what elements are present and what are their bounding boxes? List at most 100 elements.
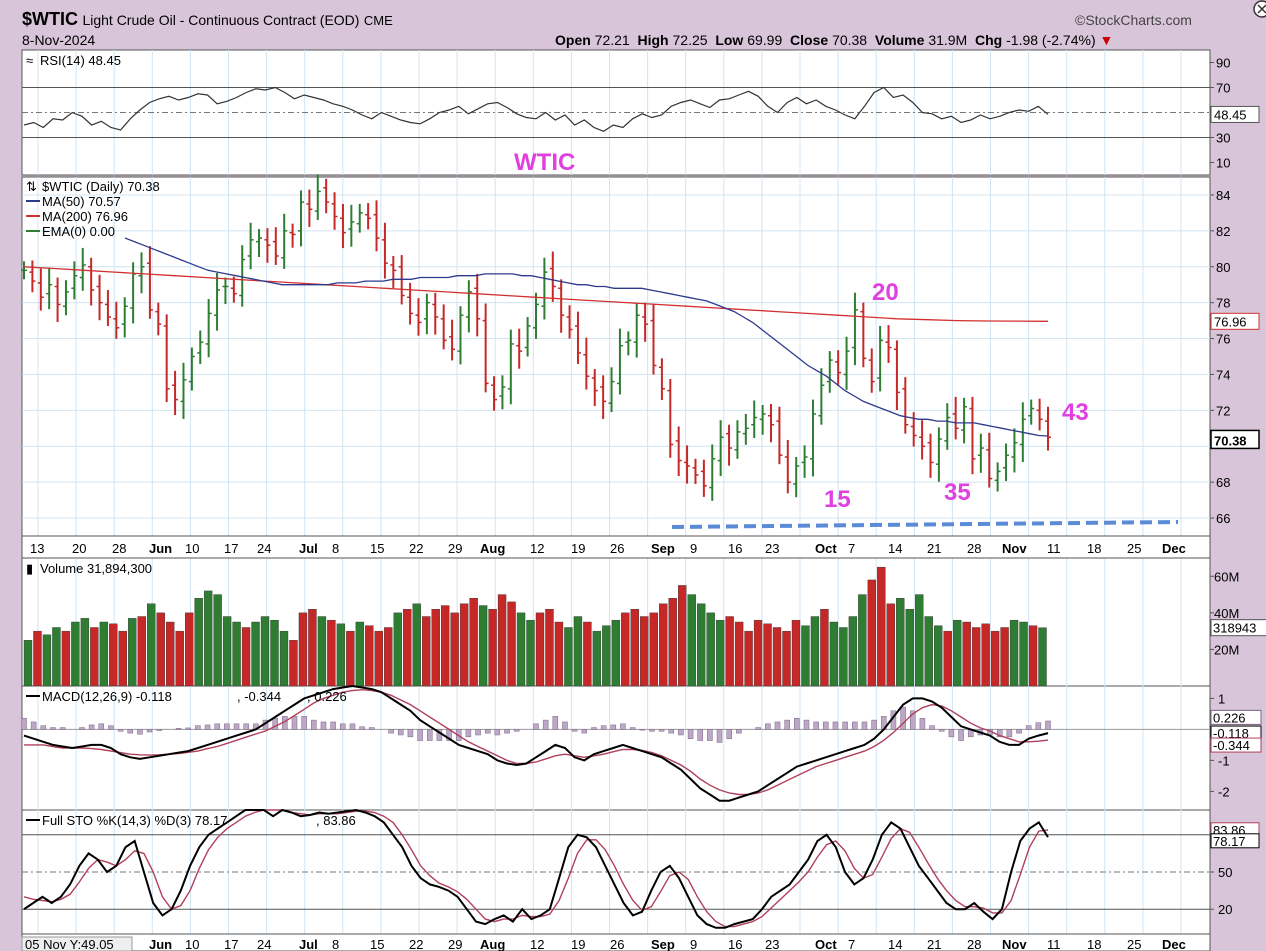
macd-histogram-bar [571, 729, 578, 732]
macd-histogram-bar [668, 729, 674, 734]
volume-bar [222, 616, 232, 687]
x-axis-bottom-label: Oct [815, 937, 837, 951]
macd-histogram-bar [958, 729, 964, 741]
rsi-line [23, 86, 1049, 132]
macd-histogram-bar [494, 729, 501, 736]
annotation-label: 35 [944, 479, 971, 506]
macd-histogram-bar [59, 727, 66, 730]
chart-annotation-title: WTIC [514, 149, 575, 176]
x-axis-top-label: Jul [299, 541, 318, 556]
macd-histogram-bar [301, 716, 307, 730]
price-tick-label: 80 [1216, 260, 1230, 275]
macd-last-label: -0.118 [1213, 726, 1249, 741]
rsi-legend: RSI(14) 48.45 [40, 53, 121, 68]
x-axis-top-label: 15 [370, 541, 384, 556]
macd-histogram-bar [996, 729, 1003, 738]
volume-bar [877, 566, 886, 687]
volume-bar [971, 627, 981, 687]
volume-bar [147, 603, 156, 687]
panel-price [21, 176, 1211, 537]
macd-last-box [1210, 737, 1262, 753]
volume-bar [422, 616, 431, 687]
volume-bar [611, 619, 621, 687]
macd-histogram-bar [687, 729, 694, 739]
macd-histogram-bar [639, 729, 646, 731]
volume-bar [128, 618, 137, 687]
macd-histogram-bar [398, 729, 404, 736]
volume-bar [52, 627, 61, 687]
volume-bar [981, 623, 990, 687]
x-axis-bottom-label: 11 [1047, 937, 1061, 951]
open-value: 72.21 [594, 32, 630, 48]
macd-histogram-bar [359, 726, 365, 730]
macd-histogram-bar [620, 723, 626, 730]
ma200-line [23, 266, 1049, 322]
x-axis-top-label: Oct [815, 541, 837, 556]
x-axis-top-label: 28 [112, 541, 126, 556]
volume-bar [649, 612, 658, 687]
macd-histogram-bar [813, 721, 819, 730]
volume-bar [763, 623, 772, 687]
x-axis-top-label: 12 [530, 541, 544, 556]
volume-bar [156, 612, 165, 687]
macd-histogram-bar [591, 727, 597, 730]
low-label: Low [715, 32, 744, 48]
volume-bar [289, 640, 298, 687]
macd-histogram-bar [861, 721, 868, 730]
x-axis-top-label: 21 [927, 541, 941, 556]
volume-bar [896, 598, 905, 687]
macd-histogram-bar [794, 717, 800, 730]
x-axis-top-label: 17 [224, 541, 238, 556]
volume-bar [640, 616, 649, 687]
macd-histogram-bar [156, 729, 162, 731]
volume-bar [810, 616, 820, 687]
macd-tick-label: 1 [1218, 691, 1225, 706]
volume-bar [203, 590, 213, 687]
volume-bar [459, 603, 469, 687]
close-label: Close [790, 32, 829, 48]
macd-histogram-bar [803, 719, 810, 730]
volume-last-box [1210, 619, 1266, 637]
x-axis-top-label: Nov [1002, 541, 1027, 556]
close-value: 70.38 [832, 32, 868, 48]
x-axis-top-label: 23 [765, 541, 779, 556]
volume-bar [659, 603, 668, 687]
high-value: 72.25 [672, 32, 708, 48]
sto-tick-label: 50 [1218, 865, 1232, 880]
macd-histogram-bar [707, 729, 713, 741]
macd-histogram-bar [852, 721, 858, 730]
volume-bar [602, 625, 611, 687]
macd-histogram-bar [175, 728, 182, 730]
macd-histogram-bar [871, 719, 877, 730]
macd-histogram-bar [224, 723, 230, 730]
volume-bar [298, 612, 308, 687]
macd-histogram-bar [417, 729, 423, 741]
x-axis-top-label: Dec [1162, 541, 1186, 556]
close-icon-glyph [1253, 0, 1266, 18]
x-axis-bottom-label: 26 [610, 937, 624, 951]
volume-bar [554, 621, 564, 687]
volume-bar [915, 594, 924, 687]
volume-bar [497, 594, 507, 687]
x-axis-top-label: 24 [257, 541, 271, 556]
macd-histogram-bar [233, 723, 240, 730]
close-icon[interactable] [1250, 0, 1266, 18]
x-axis-top-label: 19 [571, 541, 585, 556]
volume-tick-label: 20M [1214, 642, 1239, 657]
macd-histogram-bar [291, 716, 298, 730]
symbol: $WTIC [22, 9, 78, 29]
high-label: High [637, 32, 669, 48]
x-axis-top-label: 7 [848, 541, 855, 556]
instrument-name: Light Crude Oil - Continuous Contract (E… [82, 12, 360, 28]
macd-histogram-bar [755, 727, 761, 730]
x-axis-bottom-label: Aug [480, 937, 505, 951]
volume-bar [1028, 625, 1038, 687]
price-tick-label: 84 [1216, 188, 1230, 203]
volume-bar [734, 621, 744, 687]
macd-histogram-bar [88, 724, 95, 730]
macd-histogram-bar [98, 723, 105, 730]
x-axis-top-label: Jun [149, 541, 172, 556]
rsi-tick-label: 10 [1216, 156, 1230, 171]
x-axis-bottom-label: Jun [149, 937, 172, 951]
